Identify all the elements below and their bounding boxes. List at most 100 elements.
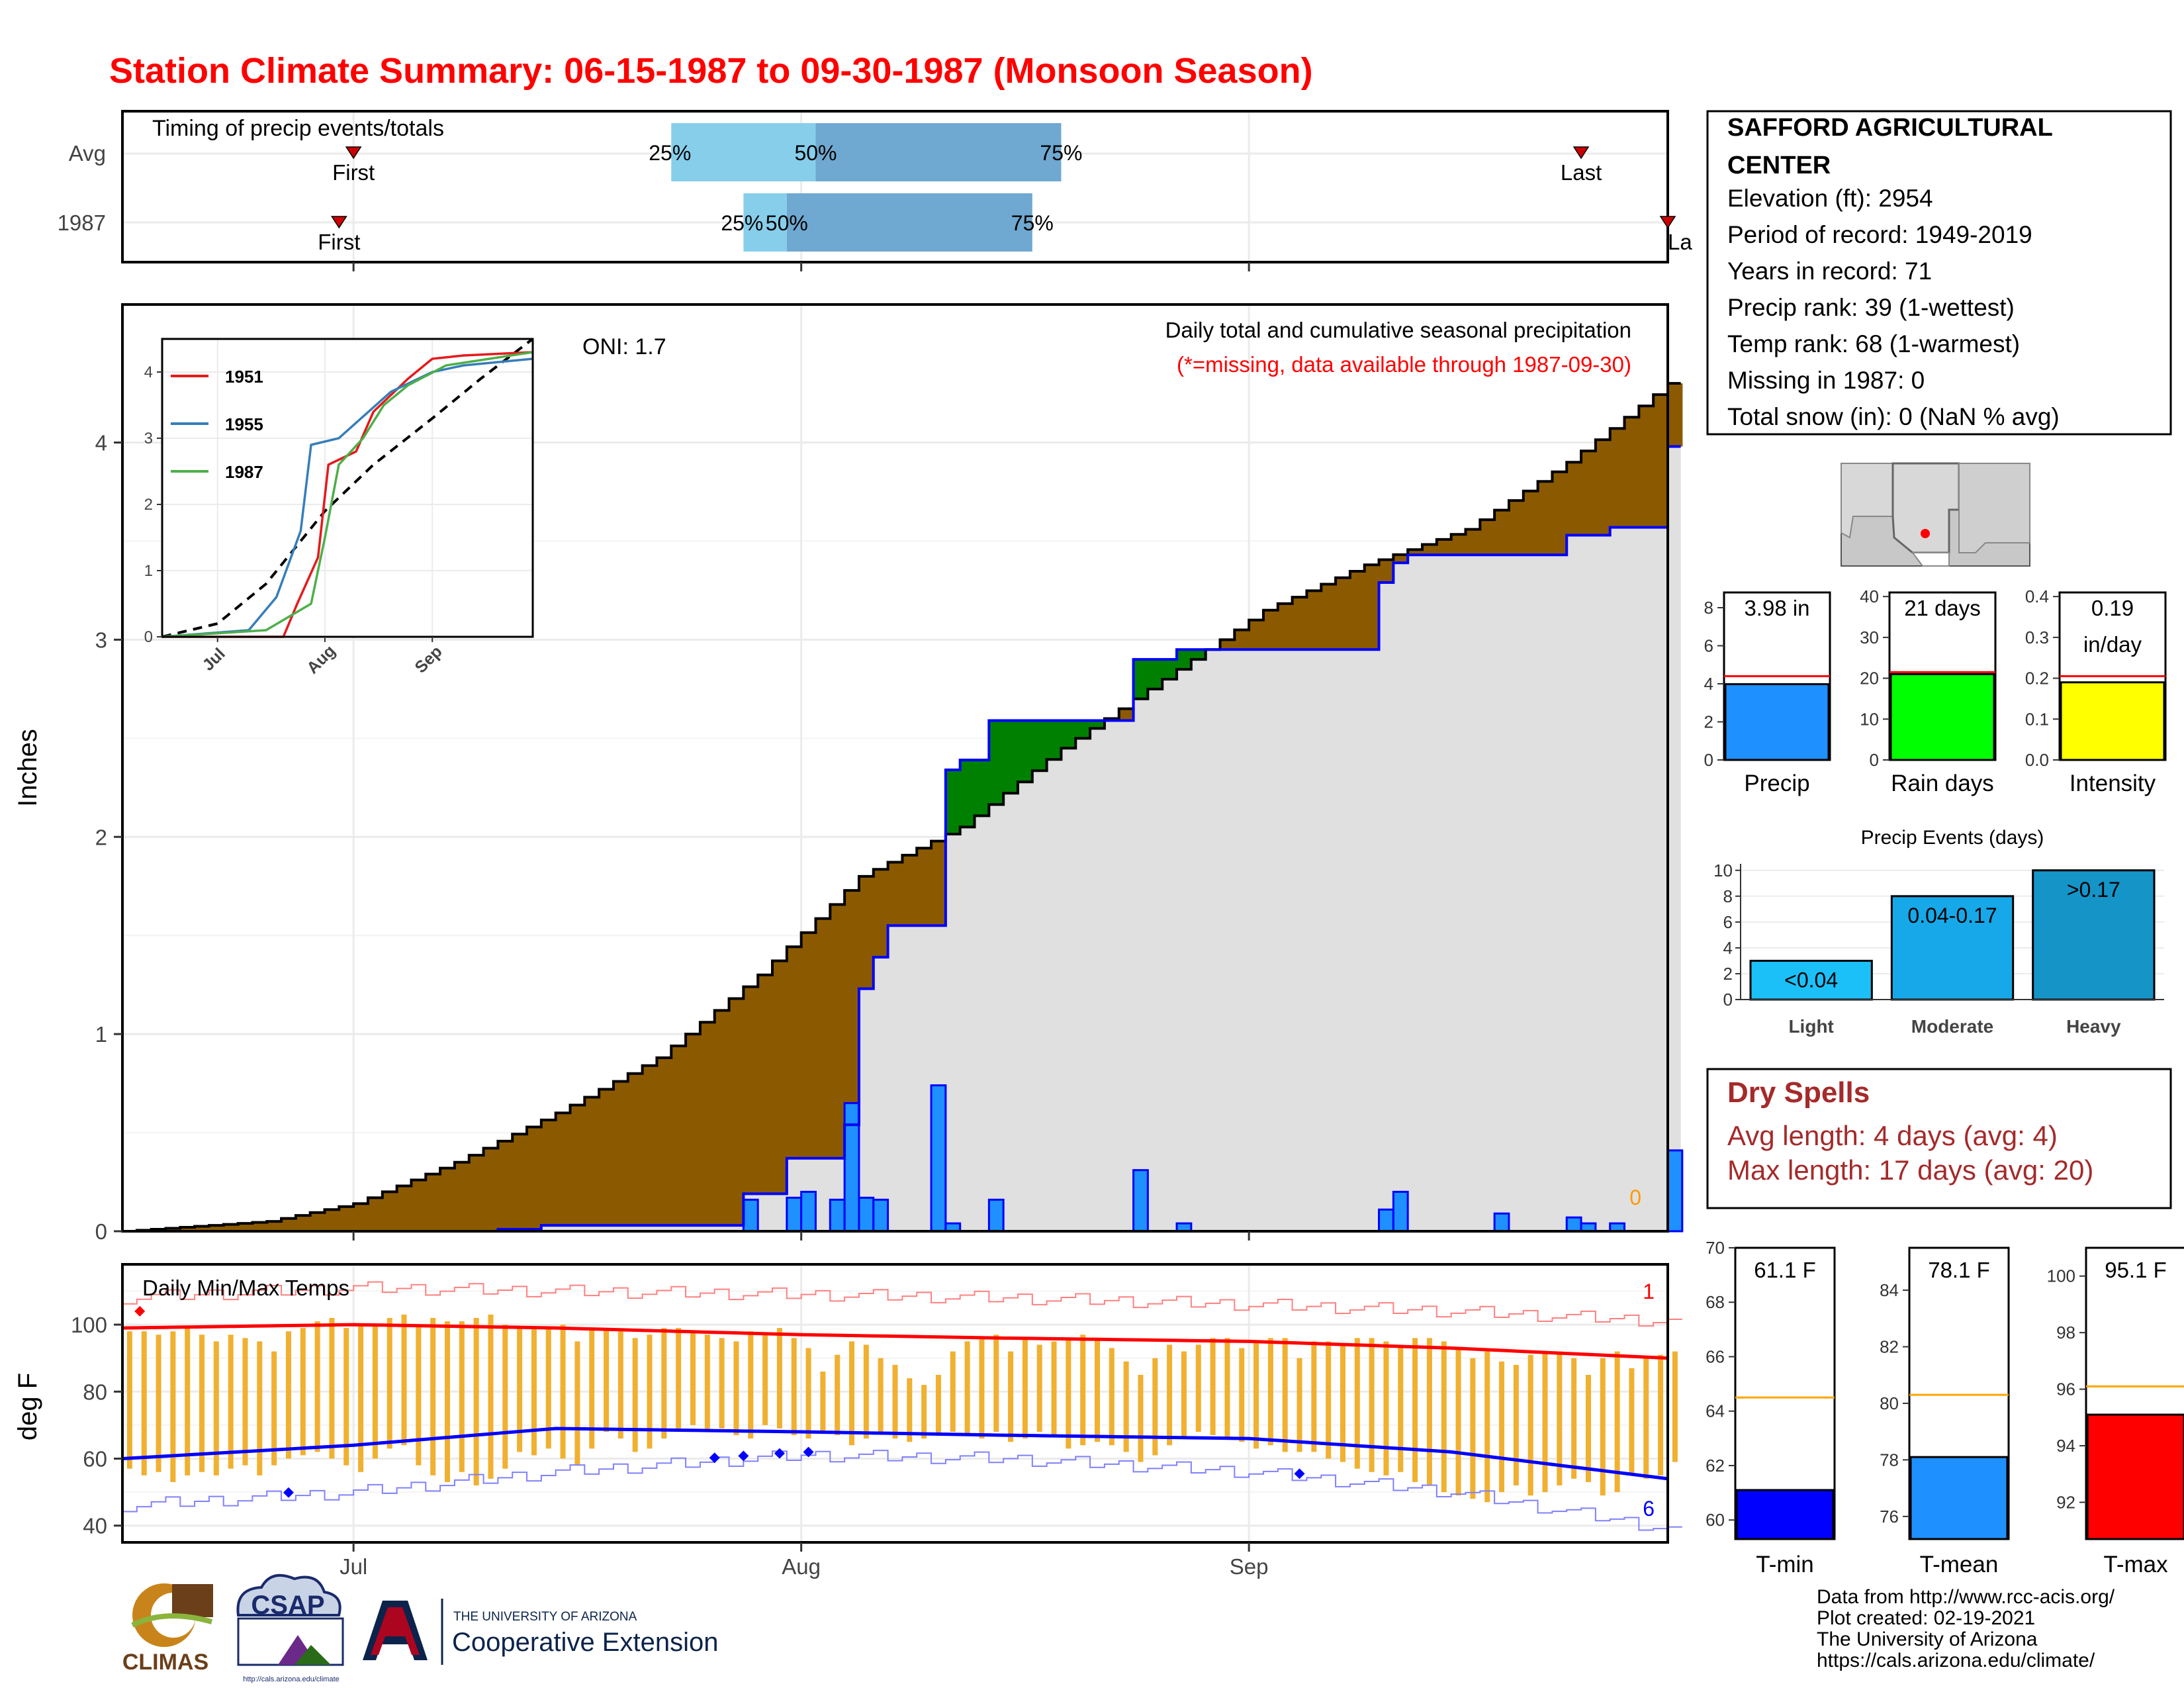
daily-temp-range-bar	[228, 1335, 234, 1469]
timing-bar-25-50	[671, 123, 816, 181]
station-info-line: Period of record: 1949-2019	[1727, 221, 2032, 248]
record-low-marker	[283, 1487, 294, 1498]
temp-y-tick-label: 40	[83, 1514, 107, 1538]
station-info-line: Total snow (in): 0 (NaN % avg)	[1727, 403, 2060, 430]
temp-summary-y-tick-label: 68	[1706, 1292, 1725, 1312]
daily-temp-range-bar	[820, 1371, 826, 1432]
daily-temp-range-bar	[849, 1341, 855, 1446]
page-title: Station Climate Summary: 06-15-1987 to 0…	[109, 51, 1313, 91]
inset-y-tick-label: 4	[144, 363, 153, 381]
inset-series-line-1987	[161, 351, 533, 638]
mini-bar-Rain days	[1889, 673, 1995, 761]
daily-temp-range-bar	[1311, 1341, 1317, 1452]
timing-panel: Timing of precip events/totals Avg 1987 …	[58, 110, 1692, 271]
daily-temp-range-bar	[979, 1338, 985, 1439]
temp-summary-y-tick-label: 60	[1706, 1510, 1725, 1530]
mini-bar-Intensity	[2060, 681, 2165, 761]
temp-summary-y-tick-label: 84	[1880, 1280, 1899, 1300]
temp-summary-y-tick-label: 82	[1880, 1337, 1899, 1357]
precip-events-title: Precip Events (days)	[1861, 827, 2044, 849]
mini-bar-value: 21 days	[1904, 596, 1981, 620]
precip-event-range: 0.04-0.17	[1907, 904, 1997, 927]
dry-spells-box: Dry Spells Avg length: 4 days (avg: 4) M…	[1706, 1068, 2172, 1209]
daily-temp-range-bar	[1253, 1341, 1259, 1449]
temp-summary-y-tick-label: 76	[1880, 1507, 1899, 1526]
daily-temp-range-bar	[1239, 1348, 1245, 1442]
climas-logo-text: CLIMAS	[122, 1650, 208, 1675]
daily-precip-bar	[1378, 1208, 1394, 1233]
mini-y-tick-label: 2	[1704, 712, 1713, 732]
temp-summary-value: 95.1 F	[2105, 1258, 2167, 1282]
daily-temp-range-bar	[1585, 1374, 1591, 1482]
university-of-arizona-logo: THE UNIVERSITY OF ARIZONA Cooperative Ex…	[363, 1599, 718, 1665]
mini-bar-value: 0.19	[2091, 596, 2134, 620]
timing-title: Timing of precip events/totals	[152, 116, 444, 141]
daily-temp-range-bar	[632, 1338, 638, 1452]
daily-temp-range-bar	[776, 1328, 782, 1429]
mini-bar-value-unit: in/day	[2083, 632, 2142, 657]
daily-precip-bar	[930, 1084, 947, 1233]
daily-temp-range-bar	[257, 1341, 263, 1476]
temp-summary-bar-t-mean	[1909, 1456, 2009, 1540]
mini-y-tick-label: 0	[1704, 750, 1713, 770]
station-info-box: SAFFORD AGRICULTURAL CENTER Elevation (f…	[1706, 110, 2172, 436]
daily-temp-range-bar	[1412, 1338, 1418, 1482]
daily-temp-range-bar	[1297, 1358, 1302, 1452]
daily-temp-range-bar	[950, 1351, 956, 1432]
oni-label: ONI: 1.7	[582, 334, 666, 359]
daily-temp-range-bar	[1036, 1344, 1042, 1432]
daily-temp-range-bar	[733, 1341, 739, 1436]
footer-line-university: The University of Arizona	[1817, 1628, 2038, 1650]
daily-temp-range-bar	[1066, 1338, 1071, 1449]
daily-temp-range-bar	[935, 1374, 941, 1436]
precip-missing-note: (*=missing, data available through 1987-…	[1177, 352, 1631, 377]
daily-temp-range-bar	[993, 1335, 999, 1432]
events-y-tick-label: 10	[1713, 861, 1733, 880]
inset-y-tick-label: 0	[144, 628, 153, 646]
timing-last-label: La	[1668, 230, 1692, 254]
temperature-summary-charts: 60 62 64 66 68 70 61.1 F T-min 76 78 80 82 84 78.1 F T…	[1706, 1238, 2184, 1577]
daily-temp-range-bar	[343, 1328, 349, 1466]
temp-x-tick-label: Jul	[340, 1554, 367, 1579]
daily-temp-range-bar	[1383, 1341, 1389, 1476]
daily-precip-bar	[829, 1198, 846, 1233]
daily-temp-range-bar	[358, 1325, 364, 1472]
record-low-marker	[738, 1450, 749, 1462]
timing-bar-50-75	[786, 193, 1032, 252]
daily-temp-range-bar	[1167, 1344, 1173, 1446]
daily-temp-range-bar	[1557, 1351, 1563, 1485]
daily-temp-range-bar	[329, 1317, 335, 1459]
daily-precip-bar	[987, 1198, 1005, 1233]
inset-legend-label-1951: 1951	[225, 367, 263, 387]
ua-logo-line2: Cooperative Extension	[452, 1628, 718, 1657]
daily-temp-range-bar	[617, 1331, 623, 1439]
precip-events-chart: Precip Events (days) <0.04 Light 0.04-0.17…	[1713, 827, 2164, 1037]
mini-bar-label: Rain days	[1891, 771, 1994, 796]
temp-y-axis-label: deg F	[13, 1373, 42, 1440]
daily-temp-range-bar	[1051, 1341, 1057, 1436]
mini-y-tick-label: 6	[1704, 636, 1713, 656]
daily-temp-range-bar	[1282, 1338, 1288, 1452]
daily-temp-range-bar	[126, 1331, 132, 1469]
daily-temp-range-bar	[604, 1328, 610, 1432]
precip-y-tick-label: 0	[95, 1219, 107, 1244]
climas-logo: CLIMAS	[122, 1583, 213, 1675]
temp-summary-y-tick-label: 96	[2056, 1380, 2075, 1399]
daily-precip-bar	[872, 1198, 889, 1233]
daily-temp-range-bar	[1138, 1374, 1144, 1462]
precip-event-category: Moderate	[1911, 1016, 1993, 1037]
events-y-tick-label: 6	[1723, 912, 1733, 932]
events-y-tick-label: 2	[1723, 964, 1733, 984]
temp-summary-y-tick-label: 78	[1880, 1450, 1899, 1470]
timing-first-label: First	[332, 160, 375, 185]
daily-precip-bar	[1132, 1169, 1149, 1233]
station-info-line: Precip rank: 39 (1-wettest)	[1727, 294, 2015, 321]
record-low-marker	[1294, 1468, 1305, 1479]
daily-temp-range-bar	[1095, 1338, 1101, 1442]
timing-label-75: 75%	[1011, 211, 1054, 235]
station-info-line: Missing in 1987: 0	[1727, 367, 1925, 394]
timing-label-25: 25%	[649, 141, 691, 165]
record-low-marker	[709, 1452, 720, 1464]
